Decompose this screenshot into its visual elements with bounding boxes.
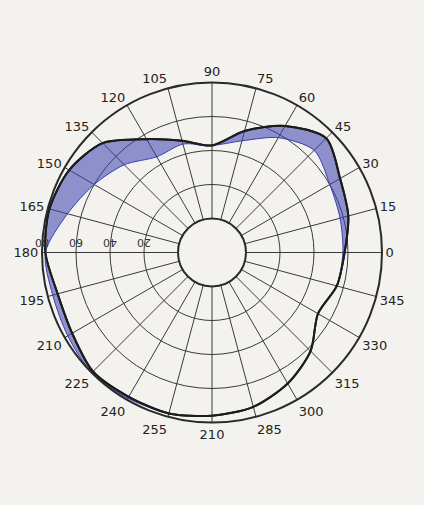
svg-text:120: 120: [100, 90, 125, 105]
svg-text:75: 75: [257, 71, 274, 86]
svg-text:45: 45: [335, 119, 352, 134]
svg-text:80: 80: [35, 236, 49, 249]
svg-text:60: 60: [69, 236, 83, 249]
svg-text:195: 195: [19, 293, 44, 308]
svg-text:210: 210: [200, 427, 225, 442]
svg-text:15: 15: [380, 199, 397, 214]
svg-text:225: 225: [64, 376, 89, 391]
svg-text:30: 30: [362, 156, 379, 171]
svg-text:300: 300: [299, 404, 324, 419]
svg-text:165: 165: [19, 199, 44, 214]
svg-text:150: 150: [37, 156, 62, 171]
svg-text:135: 135: [64, 119, 89, 134]
svg-text:255: 255: [142, 422, 167, 437]
svg-text:345: 345: [380, 293, 405, 308]
svg-text:105: 105: [142, 71, 167, 86]
svg-text:0: 0: [386, 245, 394, 260]
svg-text:40: 40: [103, 236, 117, 249]
svg-text:330: 330: [362, 338, 387, 353]
svg-text:90: 90: [204, 64, 221, 79]
svg-text:285: 285: [257, 422, 282, 437]
svg-text:210: 210: [37, 338, 62, 353]
svg-text:315: 315: [335, 376, 360, 391]
svg-text:180: 180: [14, 245, 39, 260]
svg-text:20: 20: [137, 236, 151, 249]
svg-text:60: 60: [299, 90, 316, 105]
svg-text:240: 240: [100, 404, 125, 419]
